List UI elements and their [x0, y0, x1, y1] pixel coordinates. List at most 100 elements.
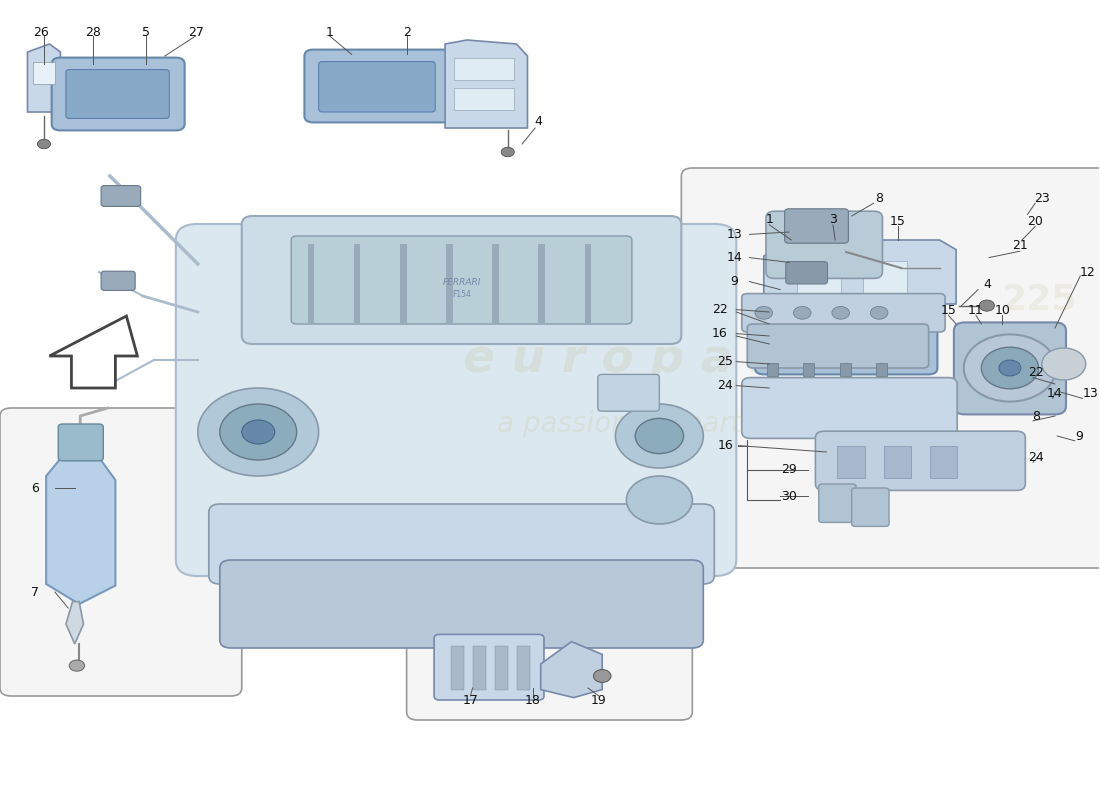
Bar: [33, 62, 55, 84]
Text: 11: 11: [968, 304, 983, 317]
Text: 4: 4: [983, 278, 991, 290]
Text: 24: 24: [1028, 451, 1044, 464]
Circle shape: [626, 476, 692, 524]
Text: 26: 26: [33, 26, 48, 38]
Bar: [447, 244, 453, 324]
Text: 12: 12: [1080, 266, 1096, 278]
Circle shape: [755, 306, 772, 319]
FancyBboxPatch shape: [784, 209, 848, 243]
Bar: [454, 88, 515, 110]
Bar: [839, 363, 850, 376]
Circle shape: [615, 404, 703, 468]
Bar: [308, 244, 315, 324]
Circle shape: [635, 418, 683, 454]
Circle shape: [242, 420, 275, 444]
Bar: [930, 446, 957, 478]
FancyBboxPatch shape: [815, 431, 1025, 490]
FancyBboxPatch shape: [747, 324, 928, 368]
Text: 1: 1: [326, 26, 333, 38]
FancyBboxPatch shape: [954, 322, 1066, 414]
Bar: [767, 363, 778, 376]
Bar: [796, 261, 840, 293]
Text: 9: 9: [1075, 430, 1084, 442]
Text: 28: 28: [86, 26, 101, 38]
Bar: [495, 646, 508, 690]
Text: 13: 13: [726, 228, 742, 241]
Circle shape: [220, 404, 297, 460]
Text: a passion for parts: a passion for parts: [497, 410, 756, 438]
Text: F154: F154: [452, 290, 471, 299]
Text: 5: 5: [142, 26, 151, 38]
FancyBboxPatch shape: [741, 378, 957, 438]
FancyBboxPatch shape: [755, 296, 937, 374]
FancyBboxPatch shape: [766, 211, 882, 278]
Text: 6: 6: [31, 482, 40, 494]
Text: 17: 17: [462, 694, 478, 706]
Text: 15: 15: [890, 215, 905, 228]
FancyBboxPatch shape: [305, 50, 452, 122]
Circle shape: [964, 334, 1056, 402]
Text: 9: 9: [730, 275, 738, 288]
Bar: [584, 244, 591, 324]
FancyBboxPatch shape: [292, 236, 631, 324]
Circle shape: [981, 347, 1038, 389]
FancyBboxPatch shape: [597, 374, 659, 411]
Text: 13: 13: [1082, 387, 1098, 400]
Text: 8: 8: [1032, 410, 1041, 422]
Polygon shape: [66, 602, 84, 644]
Circle shape: [999, 360, 1021, 376]
FancyBboxPatch shape: [58, 424, 103, 461]
Text: 15: 15: [940, 304, 956, 317]
FancyBboxPatch shape: [52, 58, 185, 130]
Bar: [451, 646, 464, 690]
Bar: [883, 446, 911, 478]
Text: 16: 16: [712, 327, 728, 340]
Text: 18: 18: [525, 694, 541, 706]
Circle shape: [979, 300, 994, 311]
Text: 20: 20: [1027, 215, 1043, 228]
Text: 29: 29: [781, 463, 796, 476]
Bar: [473, 646, 486, 690]
Text: 22: 22: [1028, 366, 1044, 378]
Bar: [862, 261, 906, 293]
Polygon shape: [28, 44, 60, 112]
Bar: [539, 244, 546, 324]
Bar: [354, 244, 361, 324]
Text: 19: 19: [591, 694, 607, 706]
Circle shape: [502, 147, 515, 157]
Text: 25: 25: [717, 355, 734, 368]
FancyBboxPatch shape: [209, 504, 714, 584]
FancyBboxPatch shape: [101, 186, 141, 206]
Bar: [803, 363, 814, 376]
FancyBboxPatch shape: [785, 262, 827, 284]
Circle shape: [832, 306, 849, 319]
Circle shape: [870, 306, 888, 319]
Text: e u r o p a r t s: e u r o p a r t s: [463, 338, 856, 382]
FancyBboxPatch shape: [741, 294, 945, 332]
Text: 27: 27: [188, 26, 204, 38]
Polygon shape: [541, 642, 602, 698]
Text: 10: 10: [994, 304, 1010, 317]
Text: 24: 24: [717, 379, 734, 392]
Text: 3: 3: [829, 213, 837, 226]
Bar: [400, 244, 407, 324]
Circle shape: [1042, 348, 1086, 380]
Text: 14: 14: [726, 251, 742, 264]
Text: FERRARI: FERRARI: [442, 278, 481, 287]
FancyBboxPatch shape: [407, 528, 692, 720]
Polygon shape: [50, 316, 138, 388]
Bar: [876, 363, 887, 376]
Text: 23: 23: [1034, 192, 1049, 205]
Text: 30: 30: [781, 490, 798, 502]
FancyBboxPatch shape: [434, 634, 544, 700]
FancyBboxPatch shape: [818, 484, 856, 522]
Text: 8: 8: [876, 192, 883, 205]
Bar: [493, 244, 499, 324]
Text: 22: 22: [712, 303, 728, 316]
FancyBboxPatch shape: [851, 488, 889, 526]
Text: 2: 2: [403, 26, 410, 38]
Bar: [517, 646, 530, 690]
Text: 1: 1: [766, 213, 773, 226]
FancyBboxPatch shape: [319, 62, 436, 112]
Polygon shape: [763, 240, 956, 304]
